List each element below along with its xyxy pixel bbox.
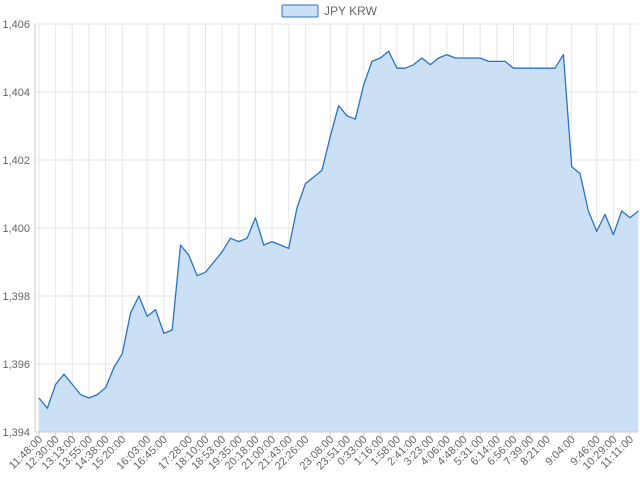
plot-area — [38, 50, 639, 432]
y-tick-label: 1,406 — [2, 19, 30, 31]
y-tick-label: 1,400 — [2, 223, 30, 235]
series-area-fill — [39, 51, 639, 432]
y-tick-label: 1,394 — [2, 427, 30, 439]
y-tick-label: 1,398 — [2, 291, 30, 303]
y-tick-label: 1,404 — [2, 87, 30, 99]
y-tick-label: 1,396 — [2, 359, 30, 371]
series-line — [38, 50, 639, 409]
legend-label[interactable]: JPY KRW — [324, 4, 378, 18]
legend-swatch[interactable] — [281, 4, 319, 18]
y-tick-label: 1,402 — [2, 155, 30, 167]
legend[interactable]: JPY KRW — [281, 4, 378, 18]
